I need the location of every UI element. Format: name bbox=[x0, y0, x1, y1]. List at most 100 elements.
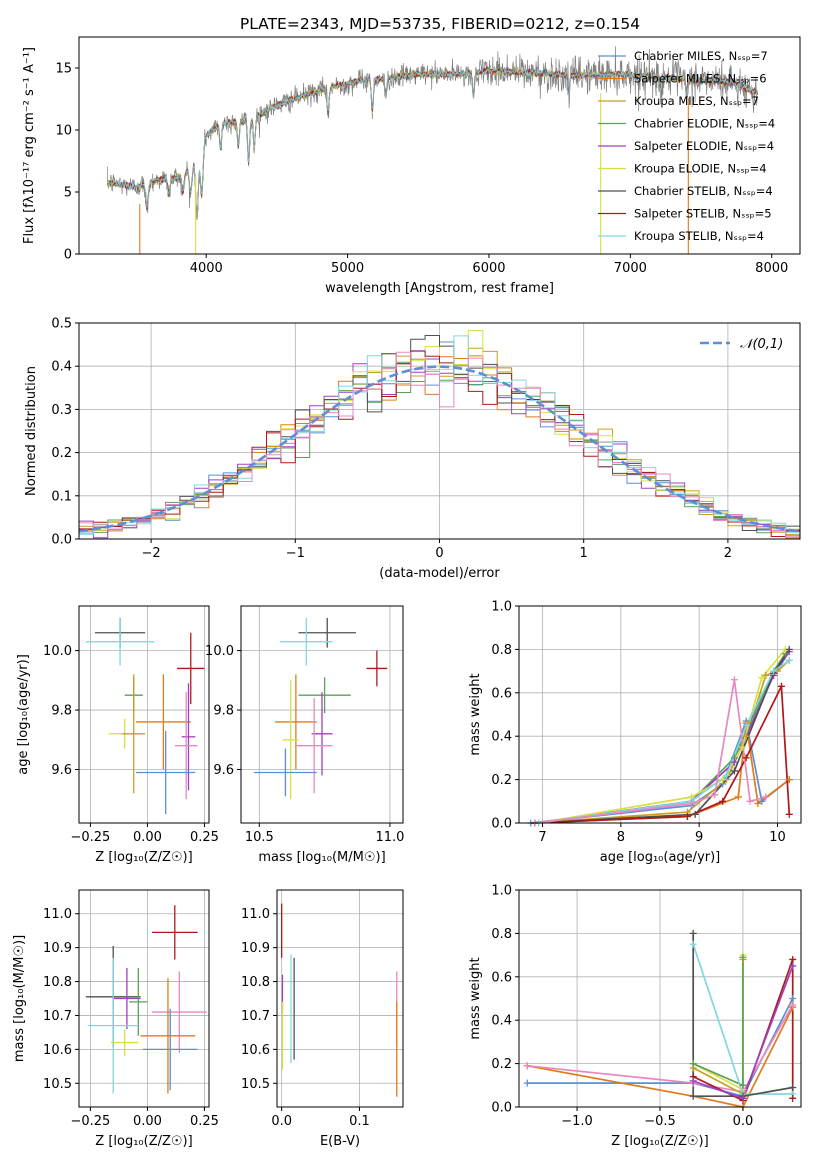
y-axis-label: mass weight bbox=[468, 957, 483, 1039]
mass-weight-line bbox=[692, 933, 793, 1098]
plot-area bbox=[106, 46, 758, 254]
error-bar-point bbox=[136, 674, 191, 770]
mass-weight-marker bbox=[785, 656, 793, 664]
x-tick-label: 0.1 bbox=[349, 1114, 370, 1129]
legend-label: Chabrier MILES, Nₛₛₚ=7 bbox=[634, 49, 768, 63]
mass-weight-marker bbox=[723, 771, 731, 779]
y-tick-label: 10.8 bbox=[241, 975, 270, 990]
mass-weight-marker bbox=[687, 799, 695, 807]
y-tick-label: 15 bbox=[55, 62, 72, 77]
legend-label: 𝒩(0,1) bbox=[740, 337, 783, 352]
error-bar-point bbox=[174, 692, 198, 800]
axes-frame bbox=[518, 605, 802, 824]
mass-weight-marker bbox=[785, 810, 793, 818]
y-tick-label: 0.0 bbox=[491, 817, 512, 832]
y-tick-label: 9.8 bbox=[51, 704, 72, 719]
y-tick-label: 0.0 bbox=[51, 533, 72, 548]
mass-weight-line bbox=[538, 659, 790, 823]
x-tick-label: 2 bbox=[724, 546, 732, 561]
mass-weight-marker bbox=[730, 758, 738, 766]
mass-weight-marker bbox=[754, 799, 762, 807]
mass-weight-marker bbox=[738, 743, 746, 751]
y-tick-label: 1.0 bbox=[491, 884, 512, 899]
error-bar-point bbox=[151, 971, 207, 1053]
y-tick-label: 0.5 bbox=[51, 317, 72, 332]
y-tick-label: 0.2 bbox=[491, 773, 512, 788]
spectrum-legend: Chabrier MILES, Nₛₛₚ=7 Salpeter MILES, Nₛ… bbox=[598, 49, 775, 243]
x-tick-label: 8 bbox=[617, 830, 625, 845]
legend-label: Chabrier ELODIE, Nₛₛₚ=4 bbox=[634, 117, 775, 131]
y-tick-label: 0.0 bbox=[491, 1101, 512, 1116]
x-tick-label: −1.0 bbox=[561, 1114, 593, 1129]
mass-weight-marker bbox=[758, 797, 766, 805]
mass-weight-line bbox=[534, 683, 791, 823]
normal-curve bbox=[79, 365, 800, 533]
mass-weight-line bbox=[527, 1006, 794, 1107]
plot-area bbox=[85, 905, 207, 1094]
legend-label: Salpeter MILES, Nₛₛₚ=6 bbox=[634, 72, 767, 86]
axes-frame bbox=[78, 889, 210, 1108]
legend-label: Kroupa MILES, Nₛₛₚ=7 bbox=[634, 94, 759, 108]
mass-weight-marker bbox=[742, 732, 750, 740]
mass-weight-marker bbox=[742, 721, 750, 729]
mass-weight-marker bbox=[746, 797, 754, 805]
residuals-panel: 𝒩(0,1) −2 −1 0 1 2 0.0 0.1 0.2 0.3 0.4 0.5 (data-mod… bbox=[24, 317, 801, 581]
mass-weight-marker bbox=[730, 676, 738, 684]
mass-weight-marker bbox=[762, 671, 770, 679]
x-tick-label: 1 bbox=[580, 546, 588, 561]
age-vs-mass-panel: 10.5 11.0 9.6 9.8 10.0 mass [log₁₀(M/M☉)] bbox=[205, 605, 404, 865]
mass-weight-marker bbox=[719, 776, 727, 784]
error-bar-point bbox=[282, 680, 299, 800]
axes-frame bbox=[78, 36, 801, 255]
error-bar-point bbox=[110, 1029, 139, 1057]
x-tick-label: 11.0 bbox=[375, 830, 404, 845]
legend-label: Kroupa ELODIE, Nₛₛₚ=4 bbox=[634, 162, 767, 176]
y-tick-label: 5 bbox=[64, 186, 72, 201]
mass-weight-marker bbox=[770, 667, 778, 675]
x-axis-label: Z [log₁₀(Z/Z☉)] bbox=[95, 850, 192, 865]
y-tick-label: 10.6 bbox=[241, 1043, 270, 1058]
x-tick-label: 5000 bbox=[331, 261, 364, 276]
y-tick-label: 0.1 bbox=[51, 489, 72, 504]
mass-weight-line bbox=[527, 1004, 794, 1093]
y-tick-label: 10.5 bbox=[43, 1077, 72, 1092]
mass-weight-marker bbox=[689, 929, 697, 937]
mass-weight-marker bbox=[762, 793, 770, 801]
mass-weight-vs-z-panel: −1.0 −0.5 0.0 0.0 0.2 0.4 0.6 0.8 1.0 Z [log₁₀(Z/… bbox=[468, 884, 802, 1149]
error-bar-point bbox=[177, 632, 205, 705]
x-tick-label: 7000 bbox=[614, 261, 647, 276]
y-tick-label: 10.6 bbox=[43, 1043, 72, 1058]
mass-weight-line bbox=[534, 651, 791, 823]
plot-area bbox=[85, 617, 205, 815]
mass-weight-marker bbox=[789, 1001, 797, 1009]
error-bar-point bbox=[129, 967, 148, 1036]
y-tick-label: 0.2 bbox=[51, 446, 72, 461]
x-axis-label: (data-model)/error bbox=[379, 566, 500, 581]
y-tick-label: 10.0 bbox=[43, 644, 72, 659]
x-tick-label: 0.00 bbox=[133, 1114, 162, 1129]
error-bar-point bbox=[274, 674, 317, 770]
error-bar-point bbox=[280, 617, 333, 666]
x-tick-label: −0.5 bbox=[644, 1114, 676, 1129]
mass-weight-marker bbox=[691, 810, 699, 818]
error-bar-point bbox=[113, 967, 141, 1030]
mass-weight-marker bbox=[789, 1083, 797, 1091]
mass-weight-marker bbox=[789, 1094, 797, 1102]
x-tick-label: 0.0 bbox=[733, 1114, 754, 1129]
x-tick-label: −2 bbox=[142, 546, 161, 561]
grid bbox=[519, 605, 801, 824]
mass-weight-marker bbox=[523, 1062, 531, 1070]
y-tick-label: 10.9 bbox=[241, 941, 270, 956]
mass-weight-marker bbox=[719, 797, 727, 805]
mass-weight-marker bbox=[739, 953, 747, 961]
mass-weight-marker bbox=[739, 1094, 747, 1102]
axes-frame bbox=[78, 605, 210, 824]
mass-weight-marker bbox=[689, 1060, 697, 1068]
mass-weight-marker bbox=[789, 955, 797, 963]
y-tick-label: 0.8 bbox=[491, 643, 512, 658]
mass-weight-marker bbox=[523, 1079, 531, 1087]
y-tick-label: 10.5 bbox=[241, 1077, 270, 1092]
y-tick-label: 11.0 bbox=[241, 907, 270, 922]
y-axis-label: age [log₁₀(age/yr)] bbox=[16, 654, 31, 775]
y-tick-label: 0.4 bbox=[51, 360, 72, 375]
